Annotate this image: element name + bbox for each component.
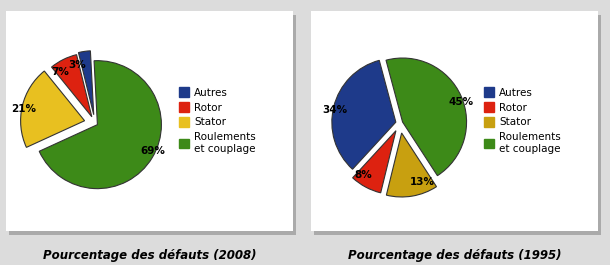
Wedge shape	[353, 131, 396, 193]
Wedge shape	[21, 71, 85, 147]
Legend: Autres, Rotor, Stator, Roulements
et couplage: Autres, Rotor, Stator, Roulements et cou…	[483, 86, 562, 155]
Wedge shape	[332, 60, 396, 169]
Text: 3%: 3%	[69, 60, 87, 70]
Text: 21%: 21%	[11, 104, 36, 114]
Text: Pourcentage des défauts (2008): Pourcentage des défauts (2008)	[43, 249, 256, 262]
Text: 8%: 8%	[354, 170, 372, 180]
Wedge shape	[51, 55, 92, 117]
Wedge shape	[79, 51, 94, 115]
Wedge shape	[386, 58, 467, 176]
Wedge shape	[386, 133, 437, 197]
Text: 45%: 45%	[448, 97, 473, 107]
Text: 7%: 7%	[52, 67, 70, 77]
Legend: Autres, Rotor, Stator, Roulements
et couplage: Autres, Rotor, Stator, Roulements et cou…	[178, 86, 257, 155]
Text: 69%: 69%	[140, 145, 165, 156]
Text: 13%: 13%	[410, 177, 435, 187]
Wedge shape	[39, 61, 162, 189]
Text: Pourcentage des défauts (1995): Pourcentage des défauts (1995)	[348, 249, 561, 262]
Text: 34%: 34%	[322, 105, 347, 115]
